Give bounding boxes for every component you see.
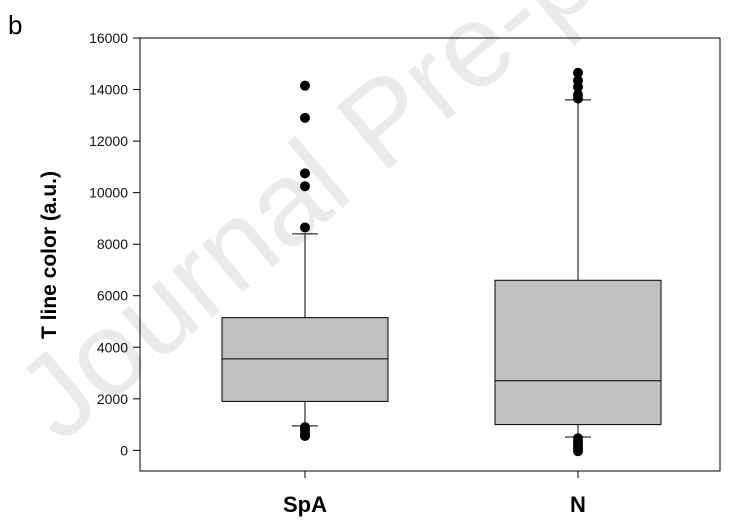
- axes: 0 2000 4000 6000 8000 10000 12000 14000 16000 SpA…: [89, 30, 721, 517]
- plot-frame: [139, 37, 721, 472]
- outlier-point: [300, 112, 310, 123]
- outlier-point: [573, 93, 583, 104]
- box-group-n: [494, 67, 662, 457]
- iqr-box: [221, 317, 389, 402]
- panel-letter: b: [8, 10, 22, 40]
- box-group-spa: [221, 80, 389, 441]
- y-tick-label: 4000: [97, 339, 128, 355]
- outlier-point: [300, 168, 310, 179]
- y-tick-label: 16000: [89, 30, 128, 46]
- x-category-label: SpA: [283, 492, 327, 517]
- y-tick-label: 2000: [97, 391, 128, 407]
- outlier-point: [573, 81, 583, 92]
- y-tick-label: 12000: [89, 133, 128, 149]
- y-tick-label: 0: [120, 442, 128, 458]
- y-tick-label: 8000: [97, 236, 128, 252]
- iqr-box: [494, 279, 662, 426]
- outlier-point: [573, 67, 583, 78]
- x-category-label: N: [570, 492, 586, 517]
- outlier-point: [300, 181, 310, 192]
- outlier-point: [300, 80, 310, 91]
- y-tick-label: 6000: [97, 288, 128, 304]
- y-tick-label: 10000: [89, 185, 128, 201]
- y-axis-label: T line color (a.u.): [38, 171, 61, 339]
- outlier-point: [300, 430, 310, 441]
- outlier-point: [573, 446, 583, 457]
- outlier-point: [300, 222, 310, 233]
- plot-area: [221, 67, 662, 457]
- y-tick-label: 14000: [89, 82, 128, 98]
